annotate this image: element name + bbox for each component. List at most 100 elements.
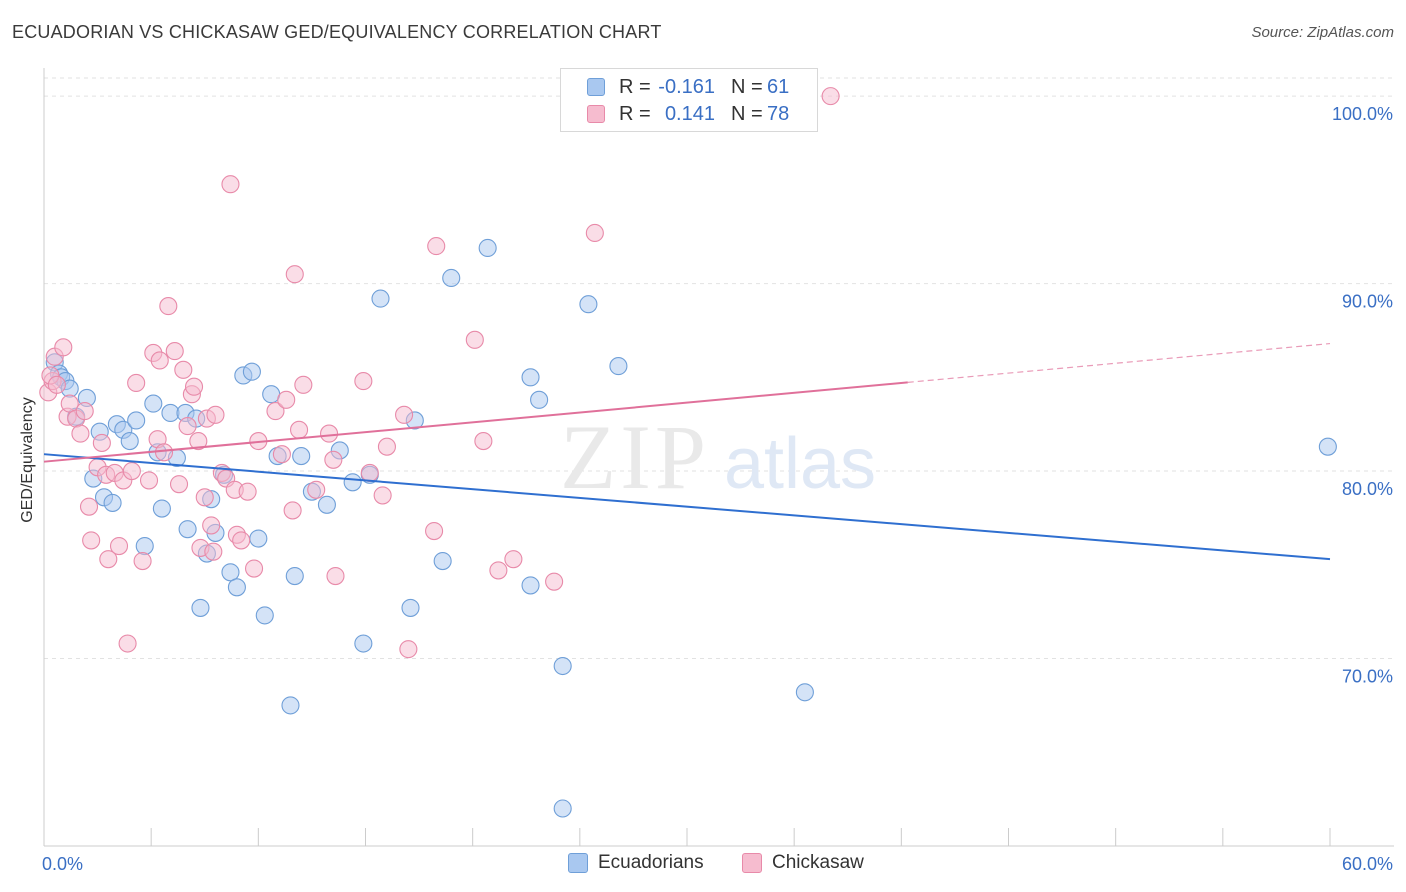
chickasaw-point <box>277 390 296 409</box>
chickasaw-point <box>545 572 564 591</box>
ecuadorian-point <box>103 493 122 512</box>
y-tick-label: 80.0% <box>1342 479 1393 499</box>
chickasaw-point <box>221 175 240 194</box>
chickasaw-point <box>139 471 159 490</box>
ecuadorian-point <box>144 394 163 413</box>
chickasaw-point <box>202 516 221 535</box>
chickasaw-point <box>465 330 484 349</box>
chickasaw-point <box>427 237 446 256</box>
ecuadorian-point <box>242 362 261 381</box>
chickasaw-point <box>272 445 291 464</box>
chickasaw-point <box>377 437 396 456</box>
source-label: Source: ZipAtlas.com <box>1251 24 1394 41</box>
chickasaw-point <box>290 420 309 439</box>
chickasaw-point <box>195 488 214 507</box>
chickasaw-point <box>79 497 99 516</box>
axis-layer: 70.0% 80.0% 90.0% 100.0% 0.0% 60.0% <box>42 68 1394 874</box>
legend-swatch-ecuadorians <box>587 78 605 96</box>
ecuadorian-point <box>609 357 628 376</box>
trend-line-chickasaw <box>43 381 908 463</box>
chickasaw-point <box>189 432 208 451</box>
chickasaw-point <box>285 265 304 284</box>
legend-row-ecuadorians: R = -0.161 N = 61 <box>587 75 789 99</box>
chickasaw-point <box>504 550 523 569</box>
ecuadorian-point <box>553 656 572 676</box>
y-axis-title: GED/Equivalency <box>19 397 36 522</box>
ecuadorian-point <box>579 295 598 314</box>
chickasaw-point <box>71 424 90 443</box>
series-swatch-ecuadorians <box>568 853 588 873</box>
ecuadorian-point <box>343 473 362 492</box>
chickasaw-point <box>109 536 129 556</box>
chickasaw-point <box>122 462 141 481</box>
series-legend-ecuadorians: Ecuadorians <box>568 852 704 874</box>
ecuadorian-point <box>255 606 274 625</box>
ecuadorian-point <box>553 799 572 818</box>
legend-r-value: 0.141 <box>664 102 715 125</box>
chickasaw-point <box>244 559 264 578</box>
chart-title: ECUADORIAN VS CHICKASAW GED/EQUIVALENCY … <box>12 22 662 42</box>
legend-r-value: -0.161 <box>658 75 715 98</box>
watermark-atlas: atlas <box>724 424 876 504</box>
chickasaw-point <box>159 297 178 316</box>
y-tick-label: 90.0% <box>1342 292 1393 312</box>
series-label-chickasaw: Chickasaw <box>772 852 864 873</box>
ecuadorian-point <box>227 578 246 597</box>
ecuadorian-point <box>371 289 390 308</box>
series-swatch-chickasaw <box>742 853 762 873</box>
ecuadorian-point <box>795 683 814 702</box>
chickasaw-point <box>474 432 493 451</box>
chickasaw-point <box>320 424 339 443</box>
legend-r-label: R = <box>619 75 651 98</box>
chickasaw-point <box>266 402 285 421</box>
ecuadorian-point <box>127 411 146 430</box>
chickasaw-point <box>82 531 101 550</box>
chickasaw-point <box>92 433 111 452</box>
watermark-zip: ZIP <box>560 406 710 508</box>
chickasaw-point <box>154 443 174 462</box>
chickasaw-point <box>54 338 73 357</box>
chickasaw-point <box>821 87 840 106</box>
x-tick-label: 60.0% <box>1342 854 1393 874</box>
ecuadorian-point <box>161 403 180 422</box>
legend-n-value: 78 <box>767 102 790 125</box>
ecuadorian-point <box>521 368 540 387</box>
chickasaw-point <box>324 450 343 469</box>
legend-n-label: N = <box>731 75 763 98</box>
points-layer <box>39 87 1337 818</box>
legend-row-chickasaw: R = 0.141 N = 78 <box>587 102 789 126</box>
trend-line-ecuadorians <box>43 453 1331 561</box>
chickasaw-point <box>75 402 94 421</box>
ecuadorian-point <box>152 499 171 518</box>
legend-n-label: N = <box>731 102 763 125</box>
trend-line-extension-chickasaw <box>907 342 1331 383</box>
chickasaw-point <box>373 486 392 505</box>
chickasaw-point <box>127 373 146 392</box>
ecuadorian-point <box>530 390 549 409</box>
chickasaw-point <box>326 566 345 586</box>
chickasaw-point <box>150 351 169 370</box>
chickasaw-point <box>47 375 66 394</box>
chickasaw-point <box>354 372 373 391</box>
chickasaw-point <box>118 634 137 653</box>
chickasaw-point <box>425 522 444 541</box>
ecuadorian-point <box>1318 437 1337 456</box>
ecuadorian-point <box>292 447 311 466</box>
legend-swatch-chickasaw <box>587 105 605 123</box>
ecuadorian-point <box>249 529 268 548</box>
ecuadorian-point <box>281 696 300 715</box>
ecuadorian-point <box>135 536 154 556</box>
chickasaw-point <box>204 542 223 561</box>
chickasaw-point <box>99 550 118 569</box>
chickasaw-point <box>60 394 79 413</box>
ecuadorian-point <box>285 566 304 586</box>
ecuadorian-point <box>401 598 420 617</box>
chickasaw-point <box>360 463 379 482</box>
chickasaw-point <box>238 482 257 501</box>
ecuadorian-point <box>478 238 497 258</box>
ecuadorian-point <box>178 520 197 539</box>
chickasaw-point <box>169 475 189 494</box>
legend-r-label: R = <box>619 102 651 125</box>
ecuadorian-point <box>120 432 139 451</box>
